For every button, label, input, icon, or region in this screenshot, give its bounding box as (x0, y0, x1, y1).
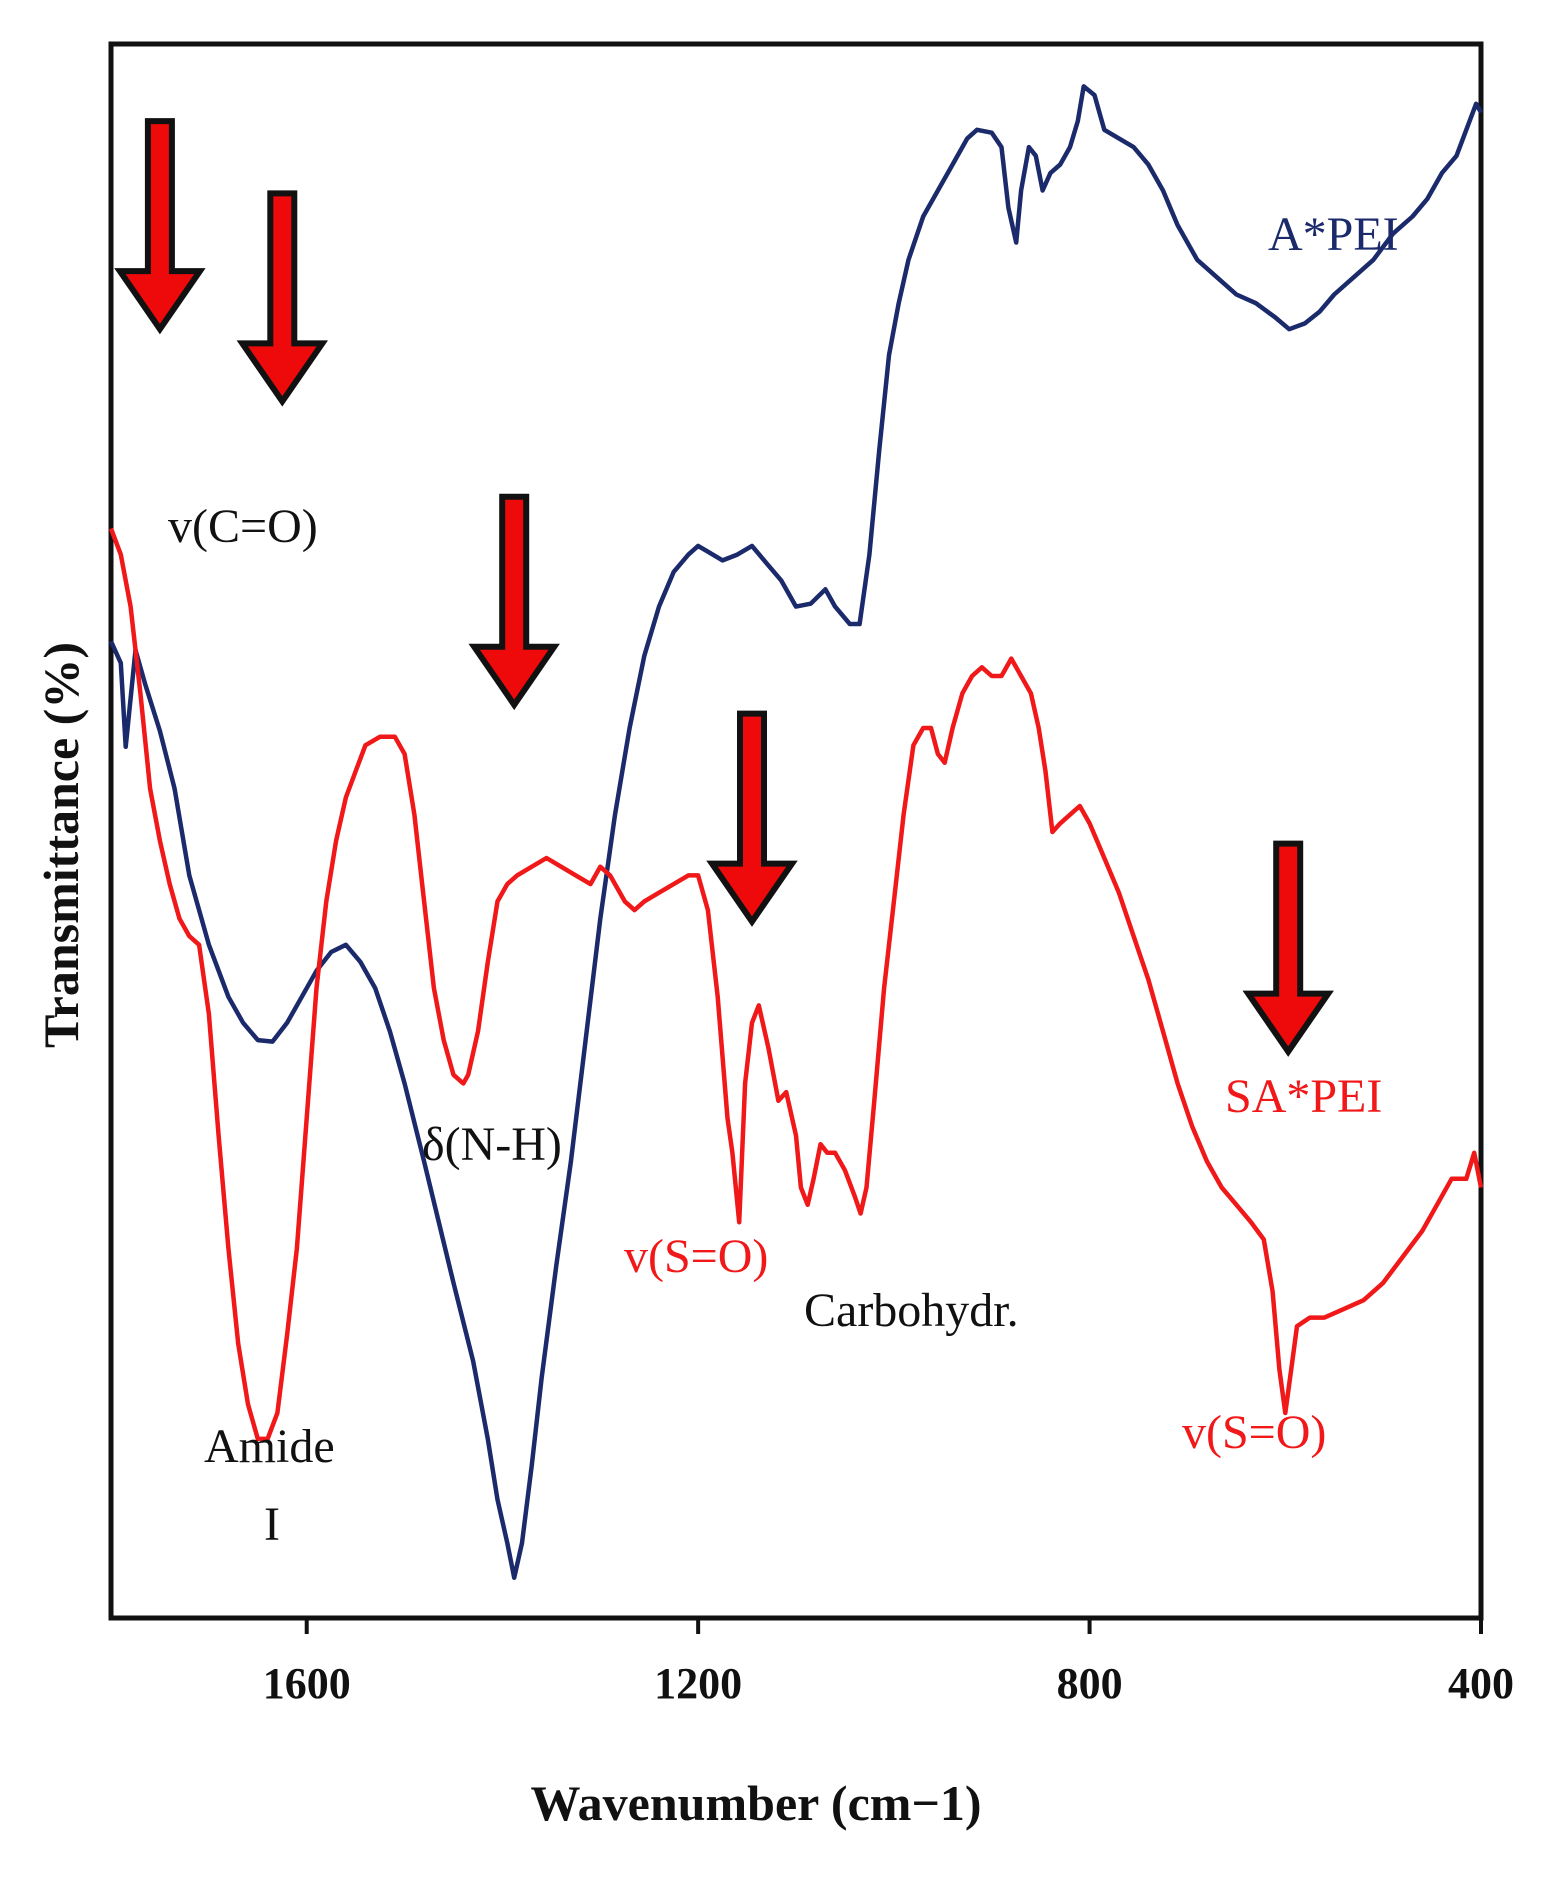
arrow-2 (236, 190, 329, 407)
arrow-3 (468, 493, 560, 711)
y-axis-title: Transmittance (%) (33, 642, 89, 1048)
label-carbohydr: Carbohydr. (804, 1284, 1019, 1337)
x-tick-label-400: 400 (1448, 1659, 1514, 1708)
annotations: A*PEI SA*PEI v(C=O) δ(N-H) v(S=O) Carboh… (168, 208, 1399, 1551)
x-tick-label-1200: 1200 (654, 1659, 742, 1708)
plot-frame (108, 41, 1484, 1621)
arrow-4 (706, 710, 798, 927)
arrow-1 (114, 118, 206, 335)
series-line-sa-pei (108, 527, 1484, 1442)
label-amide: Amide (204, 1420, 335, 1473)
label-delta-nh: δ(N-H) (422, 1118, 562, 1171)
series-lines (108, 84, 1484, 1580)
x-tick-label-800: 800 (1057, 1659, 1123, 1708)
label-v-co: v(C=O) (168, 500, 318, 553)
label-sapei: SA*PEI (1225, 1070, 1382, 1123)
arrow-5 (1242, 840, 1334, 1057)
x-tick-label-1600: 1600 (263, 1659, 351, 1708)
label-amide-i: I (264, 1498, 280, 1551)
series-line-a-pei (108, 84, 1483, 1580)
label-v-so-1: v(S=O) (624, 1230, 768, 1283)
x-axis-ticks: 1600 1200 800 400 (263, 1618, 1514, 1708)
label-apei: A*PEI (1268, 208, 1399, 261)
x-axis-title: Wavenumber (cm−1) (530, 1775, 981, 1831)
arrow-markers (114, 118, 1334, 1057)
label-v-so-2: v(S=O) (1182, 1406, 1326, 1459)
